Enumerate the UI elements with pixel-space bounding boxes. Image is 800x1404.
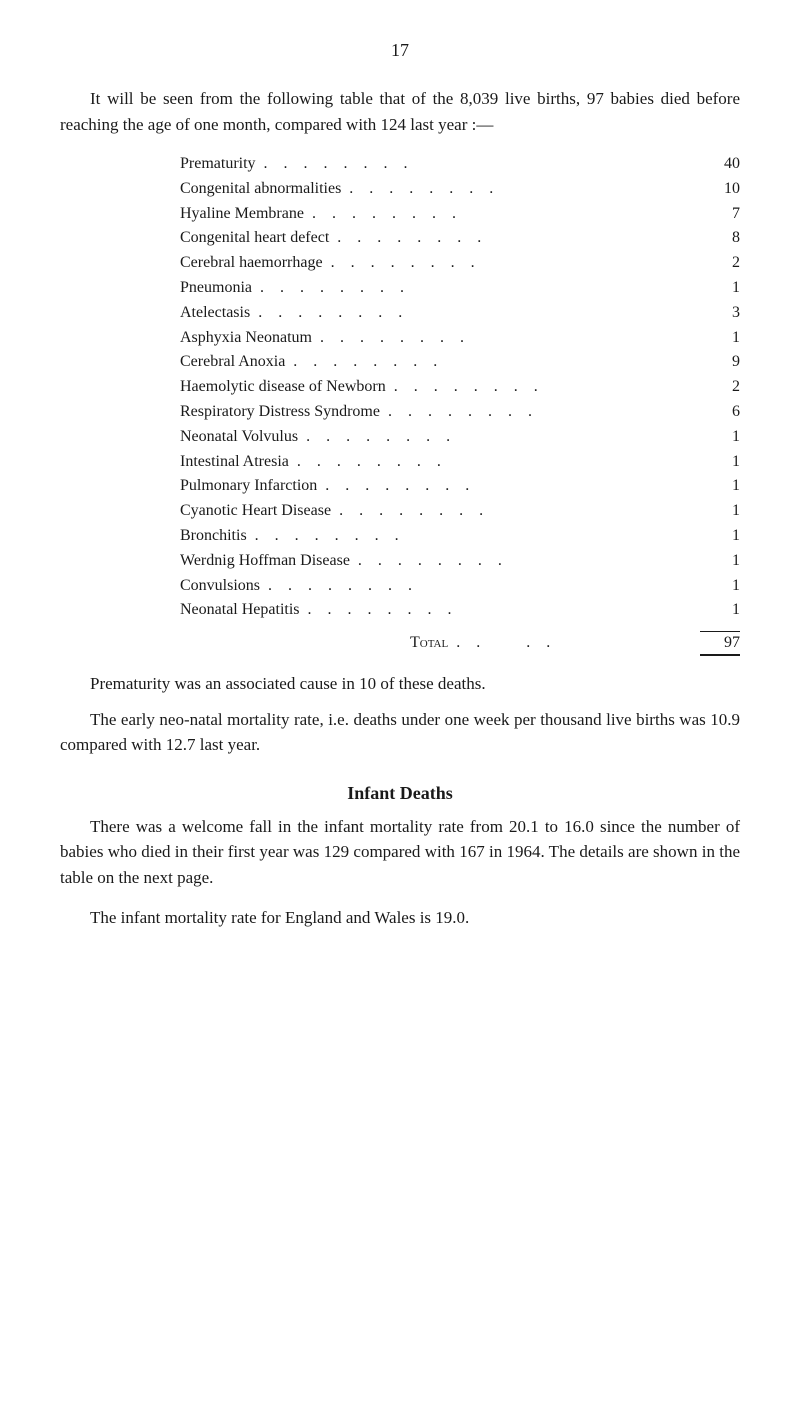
page-number: 17 (60, 40, 740, 61)
table-row-label: Neonatal Volvulus (180, 425, 298, 450)
table-row-label: Atelectasis (180, 301, 250, 326)
total-dots: . . . . (456, 634, 692, 652)
table-row-value: 1 (700, 524, 740, 549)
total-value: 97 (700, 631, 740, 656)
table-row-value: 1 (700, 276, 740, 301)
leader-dots: . . . . . . . . (331, 251, 692, 276)
neonatal-paragraph: The early neo-natal mortality rate, i.e.… (60, 707, 740, 758)
leader-dots: . . . . . . . . (339, 499, 692, 524)
infant-deaths-heading: Infant Deaths (60, 783, 740, 804)
leader-dots: . . . . . . . . (320, 326, 692, 351)
table-row-value: 1 (700, 425, 740, 450)
table-row-label: Pneumonia (180, 276, 252, 301)
leader-dots: . . . . . . . . (306, 425, 692, 450)
table-row: Neonatal Hepatitis . . . . . . . . 1 (180, 598, 740, 623)
leader-dots: . . . . . . . . (258, 301, 692, 326)
table-row: Prematurity . . . . . . . . 40 (180, 152, 740, 177)
causes-table: Prematurity. . . . . . . .40Congenital a… (180, 152, 740, 656)
table-row: Respiratory Distress Syndrome . . . . . .… (180, 400, 740, 425)
table-row: Cerebral haemorrhage . . . . . . . . 2 (180, 251, 740, 276)
table-row-label: Asphyxia Neonatum (180, 326, 312, 351)
table-row: Hyaline Membrane . . . . . . . . 7 (180, 202, 740, 227)
table-row: Atelectasis . . . . . . . . 3 (180, 301, 740, 326)
leader-dots: . . . . . . . . (264, 152, 692, 177)
leader-dots: . . . . . . . . (312, 202, 692, 227)
leader-dots: . . . . . . . . (388, 400, 692, 425)
table-row-label: Convulsions (180, 574, 260, 599)
prematurity-paragraph: Prematurity was an associated cause in 1… (60, 671, 740, 697)
table-row: Pulmonary Infarction . . . . . . . . 1 (180, 474, 740, 499)
table-row: Convulsions . . . . . . . . 1 (180, 574, 740, 599)
total-label: Total (410, 634, 448, 652)
table-row-value: 7 (700, 202, 740, 227)
table-row-label: Cerebral Anoxia (180, 350, 285, 375)
table-row: Intestinal Atresia . . . . . . . . 1 (180, 450, 740, 475)
table-row-value: 10 (700, 177, 740, 202)
table-row-label: Cyanotic Heart Disease (180, 499, 331, 524)
leader-dots: . . . . . . . . (325, 474, 692, 499)
leader-dots: . . . . . . . . (308, 598, 692, 623)
leader-dots: . . . . . . . . (293, 350, 692, 375)
table-row-label: Hyaline Membrane (180, 202, 304, 227)
table-row-label: Congenital abnormalities (180, 177, 341, 202)
infant-deaths-paragraph-2: The infant mortality rate for England an… (60, 905, 740, 931)
table-row-value: 1 (700, 574, 740, 599)
table-row-label: Cerebral haemorrhage (180, 251, 323, 276)
table-row-value: 40 (700, 152, 740, 177)
table-row-label: Prematurity (180, 152, 256, 177)
leader-dots: . . . . . . . . (260, 276, 692, 301)
table-row-label: Werdnig Hoffman Disease (180, 549, 350, 574)
table-row-value: 9 (700, 350, 740, 375)
table-row-value: 1 (700, 450, 740, 475)
table-row-label: Intestinal Atresia (180, 450, 289, 475)
leader-dots: . . . . . . . . (349, 177, 692, 202)
table-row: Neonatal Volvulus . . . . . . . . 1 (180, 425, 740, 450)
leader-dots: . . . . . . . . (394, 375, 692, 400)
table-row-label: Congenital heart defect (180, 226, 329, 251)
table-row-value: 1 (700, 499, 740, 524)
table-row-value: 8 (700, 226, 740, 251)
intro-paragraph: It will be seen from the following table… (60, 86, 740, 137)
table-row-value: 1 (700, 549, 740, 574)
table-row: Cyanotic Heart Disease . . . . . . . . 1 (180, 499, 740, 524)
table-row: Haemolytic disease of Newborn . . . . . .… (180, 375, 740, 400)
table-row-label: Respiratory Distress Syndrome (180, 400, 380, 425)
table-row-value: 3 (700, 301, 740, 326)
table-row-label: Neonatal Hepatitis (180, 598, 300, 623)
table-row-label: Pulmonary Infarction (180, 474, 317, 499)
table-row: Werdnig Hoffman Disease . . . . . . . . 1 (180, 549, 740, 574)
table-row-value: 1 (700, 598, 740, 623)
leader-dots: . . . . . . . . (255, 524, 692, 549)
leader-dots: . . . . . . . . (268, 574, 692, 599)
table-row-label: Haemolytic disease of Newborn (180, 375, 386, 400)
table-row-label: Bronchitis (180, 524, 247, 549)
table-row: Pneumonia . . . . . . . . 1 (180, 276, 740, 301)
table-row: Cerebral Anoxia . . . . . . . . 9 (180, 350, 740, 375)
leader-dots: . . . . . . . . (337, 226, 692, 251)
table-row: Congenital abnormalities . . . . . . . . 1… (180, 177, 740, 202)
table-row-value: 2 (700, 251, 740, 276)
leader-dots: . . . . . . . . (358, 549, 692, 574)
table-row-value: 6 (700, 400, 740, 425)
table-row: Congenital heart defect . . . . . . . . 8 (180, 226, 740, 251)
table-row: Bronchitis . . . . . . . . 1 (180, 524, 740, 549)
table-row: Asphyxia Neonatum . . . . . . . . 1 (180, 326, 740, 351)
table-row-value: 1 (700, 326, 740, 351)
table-row-value: 2 (700, 375, 740, 400)
table-row-value: 1 (700, 474, 740, 499)
infant-deaths-paragraph-1: There was a welcome fall in the infant m… (60, 814, 740, 891)
leader-dots: . . . . . . . . (297, 450, 692, 475)
table-total-row: Total . . . . 97 (180, 631, 740, 656)
